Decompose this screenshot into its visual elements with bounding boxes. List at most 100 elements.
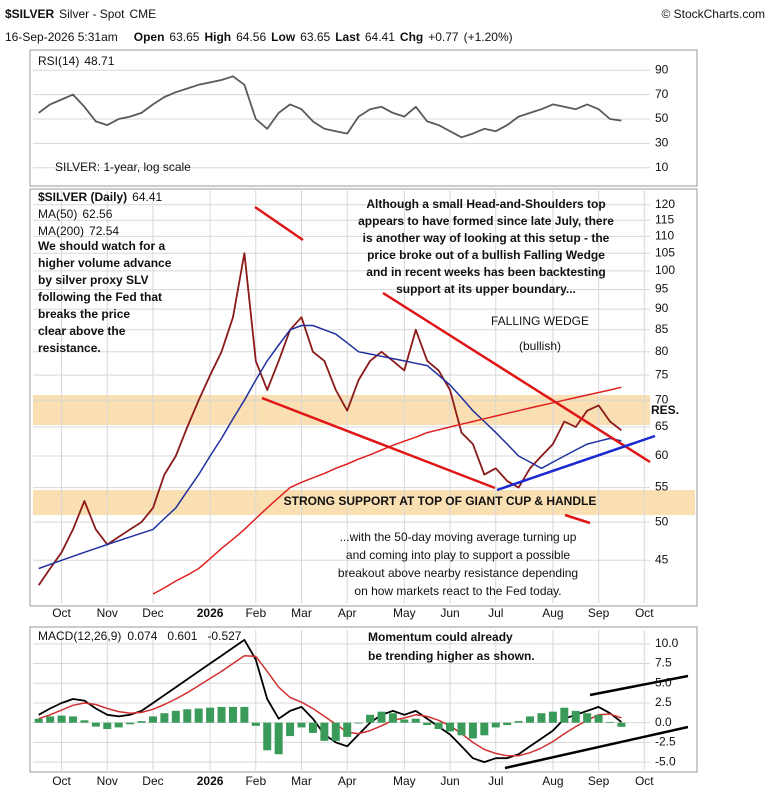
- support-trend-line: [496, 434, 656, 492]
- macd-panel: [29, 626, 698, 773]
- histogram-bar: [491, 722, 500, 728]
- x-tick-label: Jul: [488, 606, 503, 620]
- y-tick-label: -5.0: [655, 754, 676, 768]
- histogram-bar: [514, 721, 523, 723]
- histogram-bar: [46, 716, 55, 723]
- macd-lower-trend: [504, 725, 689, 770]
- quote-label: Low: [271, 30, 296, 44]
- y-tick-label: 70: [655, 87, 669, 101]
- x-tick-label: Oct: [635, 774, 654, 788]
- wedge-lower-line: [261, 396, 496, 490]
- left-note: following the Fed that: [38, 290, 162, 304]
- bottom-note: ...with the 50-day moving average turnin…: [340, 530, 577, 544]
- support-label: STRONG SUPPORT AT TOP OF GIANT CUP & HAN…: [284, 494, 597, 508]
- histogram-bar: [343, 722, 352, 737]
- trend-lines: [254, 205, 689, 770]
- x-tick-label: Nov: [97, 606, 118, 620]
- x-tick-label: Feb: [245, 606, 266, 620]
- series-line: [37, 252, 622, 586]
- histogram-bar: [297, 722, 306, 728]
- legend-value: 0.601: [167, 629, 197, 643]
- y-tick-label: 0.0: [655, 715, 672, 729]
- histogram-bar: [537, 713, 546, 723]
- histogram-bar: [183, 709, 192, 723]
- x-tick-label: Jun: [440, 774, 459, 788]
- x-tick-label: Oct: [52, 774, 71, 788]
- x-tick-label: Jul: [488, 774, 503, 788]
- histogram-bar: [80, 720, 89, 723]
- histogram-bar: [240, 706, 249, 723]
- histogram-bar: [526, 716, 535, 723]
- quote-pct: (+1.20%): [464, 30, 513, 44]
- top-note: appears to have formed since late July, …: [358, 214, 614, 228]
- y-tick-label: 65: [655, 419, 669, 433]
- top-note: price broke out of a bullish Falling Wed…: [367, 248, 605, 262]
- legend-name: MA(200): [38, 224, 84, 238]
- top-note: is another way of looking at this setup …: [363, 231, 610, 245]
- y-tick-label: 100: [655, 263, 675, 277]
- histogram-bar: [286, 722, 295, 737]
- legend-name: MACD(12,26,9): [38, 629, 121, 643]
- text-layer: $SILVER Silver - Spot CME © StockCharts.com…: [5, 7, 765, 788]
- x-tick-label: Sep: [588, 606, 610, 620]
- quote-value: 64.56: [236, 30, 266, 44]
- symbol: $SILVER: [5, 7, 54, 21]
- y-tick-label: 10.0: [655, 636, 679, 650]
- bottom-note: and coming into play to support a possib…: [346, 548, 570, 562]
- resistance-label: RES.: [651, 403, 679, 417]
- histogram-bar: [560, 707, 569, 723]
- top-note: and in recent weeks has been backtesting: [366, 265, 605, 279]
- left-note: higher volume advance: [38, 256, 172, 270]
- y-tick-label: 90: [655, 301, 669, 315]
- wedge-upper-line: [382, 291, 651, 464]
- histogram-bar: [423, 722, 432, 726]
- x-tick-label: May: [393, 606, 416, 620]
- quote-label: Open: [134, 30, 165, 44]
- rsi-panel: [29, 49, 698, 187]
- y-tick-label: 95: [655, 282, 669, 296]
- support-band: [33, 490, 695, 515]
- plot-layer: [33, 69, 650, 770]
- top-trend-line: [254, 205, 304, 242]
- bottom-note: breakout above nearby resistance dependi…: [338, 566, 578, 580]
- y-tick-label: 55: [655, 480, 669, 494]
- histogram-bar: [354, 722, 363, 724]
- y-tick-label: 45: [655, 552, 669, 566]
- y-tick-label: 110: [655, 229, 674, 243]
- legend-value: -0.527: [207, 629, 241, 643]
- y-tick-label: 10: [655, 160, 669, 174]
- x-tick-label: Oct: [635, 606, 654, 620]
- y-tick-label: 115: [655, 212, 674, 226]
- quote-label: Chg: [400, 30, 423, 44]
- histogram-bar: [617, 722, 626, 727]
- x-tick-label: Feb: [245, 774, 266, 788]
- histogram-bar: [194, 708, 203, 723]
- histogram-bar: [503, 722, 512, 726]
- x-tick-label: Jun: [440, 606, 459, 620]
- quote-label: High: [204, 30, 231, 44]
- legend-name: RSI(14): [38, 54, 79, 68]
- histogram-bar: [308, 722, 317, 733]
- top-note: support at its upper boundary...: [396, 282, 576, 296]
- histogram-bar: [206, 707, 215, 723]
- legend-value: 72.54: [89, 224, 119, 238]
- source: © StockCharts.com: [661, 7, 765, 21]
- x-tick-label: Nov: [97, 774, 118, 788]
- x-tick-label: Aug: [542, 774, 563, 788]
- y-tick-label: 105: [655, 245, 675, 259]
- histogram-bar: [91, 722, 100, 727]
- legend-value: 64.41: [132, 190, 162, 204]
- y-tick-label: -2.5: [655, 735, 676, 749]
- left-note: resistance.: [38, 341, 101, 355]
- x-tick-label: Oct: [52, 606, 71, 620]
- legend-value: 0.074: [127, 629, 157, 643]
- y-tick-label: 30: [655, 136, 669, 150]
- series-line: [38, 75, 622, 139]
- x-tick-label: Apr: [338, 606, 357, 620]
- histogram-bar: [251, 722, 260, 726]
- histogram-bar: [137, 721, 146, 723]
- quote-value: 63.65: [300, 30, 330, 44]
- histogram-bar: [331, 722, 340, 741]
- y-tick-label: 70: [655, 392, 669, 406]
